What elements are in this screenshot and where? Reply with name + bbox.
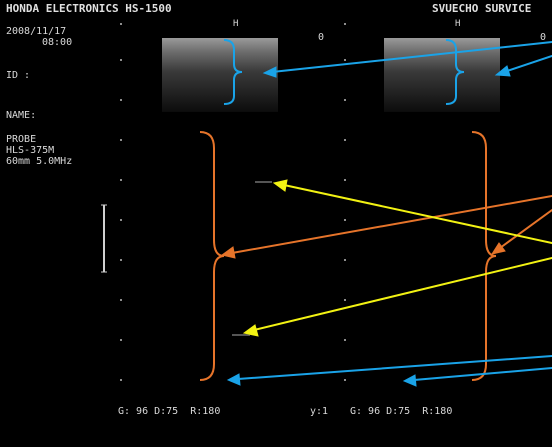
arrow-yellow-upper	[283, 184, 552, 244]
left-depth-marker: 0	[318, 32, 325, 43]
exam-date: 2008/11/17	[6, 26, 67, 37]
name-label: NAME:	[6, 110, 37, 121]
probe-label: PROBE	[6, 134, 37, 145]
arrow-blue-bottom-left	[237, 355, 552, 380]
arrow-orange-right	[499, 209, 552, 249]
arrow-yellow-lower	[253, 257, 552, 331]
brace-blue-left	[223, 39, 243, 105]
right-gain-settings: G: 96 D:75 R:180	[350, 406, 453, 417]
exam-time: 08:00	[42, 37, 73, 48]
id-label: ID :	[6, 70, 31, 81]
brace-orange-left	[199, 131, 225, 381]
center-mark-left: H	[233, 19, 239, 29]
arrow-blue-bottom-right	[413, 367, 552, 381]
arrow-blue-top-left	[271, 41, 552, 73]
device-title: HONDA ELECTRONICS HS-1500	[6, 2, 172, 15]
probe-model: HLS-375M	[6, 145, 55, 156]
arrow-blue-top-right	[503, 55, 552, 73]
right-depth-marker: 0	[540, 32, 547, 43]
brace-orange-right	[471, 131, 497, 381]
right-title: SVUECHO SURVICE	[432, 2, 532, 15]
depth-scale-left	[120, 23, 122, 381]
probe-spec: 60mm 5.0MHz	[6, 156, 73, 167]
left-gain-settings: G: 96 D:75 R:180	[118, 406, 221, 417]
center-mark-right: H	[455, 19, 461, 29]
depth-scale-right	[344, 23, 346, 381]
frame-indicator: y:1	[310, 406, 329, 417]
arrow-orange-left	[231, 195, 552, 254]
brace-blue-right	[445, 39, 465, 105]
left-scan-region	[162, 38, 278, 112]
